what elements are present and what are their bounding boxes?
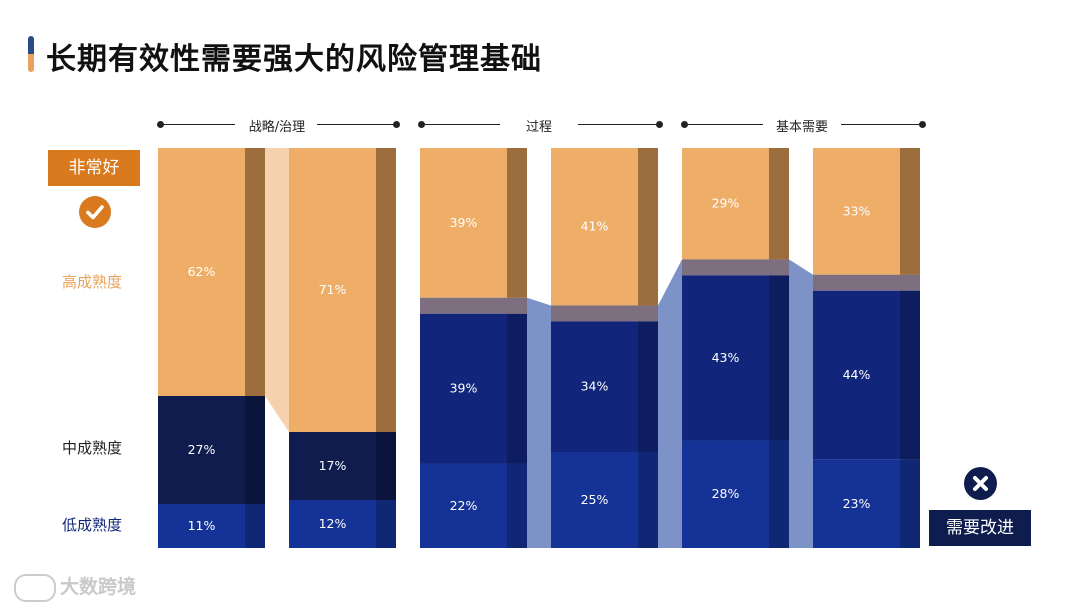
bar-segment-gap	[420, 297, 527, 314]
very-good-badge: 非常好	[48, 150, 140, 186]
bar-segment-gap	[813, 274, 920, 291]
checkmark-icon	[79, 196, 111, 228]
bar-shade	[769, 275, 789, 548]
watermark-text: 大数跨境	[60, 576, 137, 598]
group-label: 战略/治理	[248, 120, 306, 135]
bar-shade	[769, 148, 789, 260]
data-label: 39%	[450, 381, 478, 396]
data-label: 33%	[843, 203, 871, 218]
page-title: 长期有效性需要强大的风险管理基础	[46, 42, 542, 77]
data-label: 12%	[319, 516, 347, 531]
bar-shade	[376, 148, 396, 432]
title-accent-bar	[28, 36, 34, 72]
group-label: 过程	[525, 120, 553, 135]
group-header-strategy: 战略/治理	[157, 115, 401, 135]
watermark-logo-icon	[14, 573, 56, 602]
bar-shade	[245, 396, 265, 548]
bar-segment-low	[158, 504, 265, 548]
bar-segment-gap	[551, 305, 658, 322]
bar-shade	[900, 290, 920, 548]
data-label: 22%	[450, 498, 478, 513]
data-label: 71%	[319, 282, 347, 297]
group-header-process: 过程	[418, 115, 664, 135]
group-header-basic: 基本需要	[681, 115, 927, 135]
data-label: 28%	[712, 486, 740, 501]
close-icon	[964, 467, 997, 500]
data-label: 44%	[843, 367, 871, 382]
data-label: 43%	[712, 350, 740, 365]
data-label: 27%	[188, 442, 216, 457]
data-label: 25%	[581, 492, 609, 507]
group-label: 基本需要	[775, 120, 829, 135]
bar-shade	[638, 148, 658, 306]
bar-segment-mid	[682, 275, 789, 441]
data-label: 23%	[843, 496, 871, 511]
bar-segment-low	[420, 463, 527, 548]
data-label: 39%	[450, 215, 478, 230]
data-label: 17%	[319, 458, 347, 473]
high-maturity-label: 高成熟度	[62, 273, 123, 291]
connector-band	[527, 297, 551, 548]
bar-segment-low	[289, 500, 396, 548]
bar-shade	[245, 148, 265, 396]
data-label: 34%	[581, 379, 609, 394]
data-label: 41%	[581, 219, 609, 234]
bar-segment-mid	[158, 396, 265, 504]
mid-maturity-label: 中成熟度	[62, 439, 123, 457]
bar-shade	[507, 148, 527, 298]
bar-segment-mid	[551, 321, 658, 452]
bar-segment-mid	[813, 290, 920, 460]
data-label: 11%	[188, 518, 216, 533]
bar-shade	[638, 321, 658, 548]
bar-segment-gap	[682, 259, 789, 276]
bar-segment-low	[551, 452, 658, 548]
watermark: 大数跨境	[14, 572, 136, 602]
bar-shade	[900, 148, 920, 275]
bar-shade	[376, 432, 396, 548]
data-label: 29%	[712, 196, 740, 211]
bar-segment-mid	[289, 432, 396, 500]
bar-segment-low	[682, 440, 789, 548]
connector-band	[265, 148, 289, 432]
connector-band	[789, 259, 813, 548]
connector-band	[658, 259, 682, 548]
low-maturity-label: 低成熟度	[62, 516, 123, 534]
needs-improvement-badge: 需要改进	[929, 510, 1031, 546]
bar-segment-mid	[420, 313, 527, 464]
data-label: 62%	[188, 264, 216, 279]
bar-segment-low	[813, 459, 920, 548]
bar-shade	[507, 313, 527, 548]
